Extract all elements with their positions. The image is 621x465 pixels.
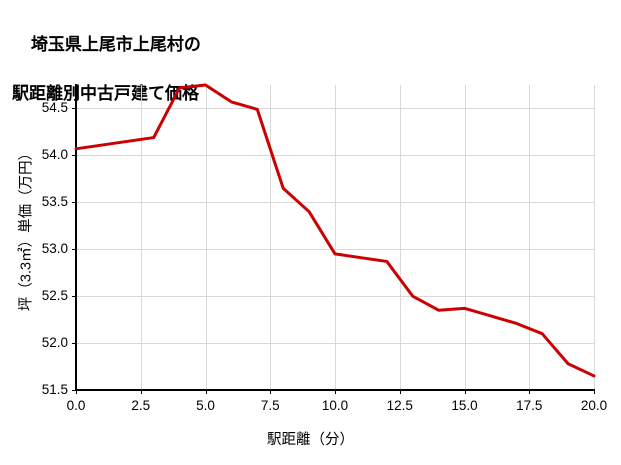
gridline-vertical bbox=[594, 85, 595, 390]
chart-title: 埼玉県上尾市上尾村の 駅距離別中古戸建て価格 bbox=[12, 8, 201, 156]
y-axis-tick-mark bbox=[72, 155, 76, 157]
y-axis-label: 坪（3.3㎡）単価（万円） bbox=[18, 145, 35, 312]
chart-title-line-2: 駅距離別中古戸建て価格 bbox=[12, 83, 199, 103]
x-axis-tick-mark bbox=[335, 390, 336, 394]
gridline-vertical bbox=[205, 85, 207, 390]
y-axis-tick-label: 54.0 bbox=[41, 147, 68, 163]
gridline-vertical bbox=[464, 85, 466, 390]
x-axis-tick-mark bbox=[76, 390, 77, 394]
y-axis-tick-label: 52.0 bbox=[41, 335, 68, 351]
y-axis-tick-mark bbox=[72, 296, 76, 298]
plot-frame bbox=[74, 83, 596, 391]
price-line-path bbox=[74, 83, 596, 378]
x-axis-label: 駅距離（分） bbox=[267, 432, 354, 448]
gridline-vertical bbox=[399, 85, 401, 390]
gridline-vertical bbox=[140, 85, 142, 390]
x-axis-tick-label: 2.5 bbox=[131, 398, 151, 413]
gridline-vertical bbox=[335, 85, 336, 390]
plot-area: 51.5 52.0 52.5 53.0 53.5 54.0 54.5 0.0 2.5 5.0 7.… bbox=[42, 83, 607, 412]
y-axis-tick-mark bbox=[72, 343, 76, 345]
x-axis-tick-label: 7.5 bbox=[260, 398, 280, 413]
x-axis-tick-label: 17.5 bbox=[516, 398, 543, 413]
price-line-series bbox=[74, 83, 596, 378]
x-axis-tick-mark bbox=[205, 390, 207, 394]
x-axis-tick-label: 5.0 bbox=[196, 398, 215, 413]
x-axis-tick-mark bbox=[464, 390, 466, 394]
y-axis-tick-mark bbox=[72, 249, 76, 251]
y-axis-tick-mark bbox=[72, 390, 76, 391]
x-axis-tick-label: 12.5 bbox=[386, 398, 413, 413]
gridline-vertical bbox=[529, 85, 531, 390]
x-axis-tick-label: 15.0 bbox=[451, 398, 478, 413]
x-axis-tick-mark bbox=[594, 390, 595, 394]
x-axis-tick-label: 10.0 bbox=[321, 398, 349, 413]
y-axis-tick-label: 53.0 bbox=[41, 241, 68, 257]
y-axis-tick-label: 53.5 bbox=[41, 194, 68, 210]
y-axis-tick-label: 54.5 bbox=[41, 100, 68, 116]
y-axis-tick-mark bbox=[72, 202, 76, 204]
x-axis-tick-mark bbox=[140, 390, 142, 394]
x-axis-tick-mark bbox=[529, 390, 531, 394]
y-axis-tick-mark bbox=[72, 108, 76, 110]
x-axis-tick-mark bbox=[270, 390, 272, 394]
y-axis-tick-label: 51.5 bbox=[41, 382, 68, 397]
x-axis-tick-mark bbox=[399, 390, 401, 394]
x-axis-tick-label: 20.0 bbox=[580, 398, 608, 413]
chart-title-line-1: 埼玉県上尾市上尾村の bbox=[30, 34, 201, 54]
y-axis-tick-label: 52.5 bbox=[41, 288, 68, 304]
gridline-vertical bbox=[270, 85, 272, 390]
y-axis-spine bbox=[75, 84, 77, 391]
x-axis-tick-label: 0.0 bbox=[66, 398, 86, 413]
